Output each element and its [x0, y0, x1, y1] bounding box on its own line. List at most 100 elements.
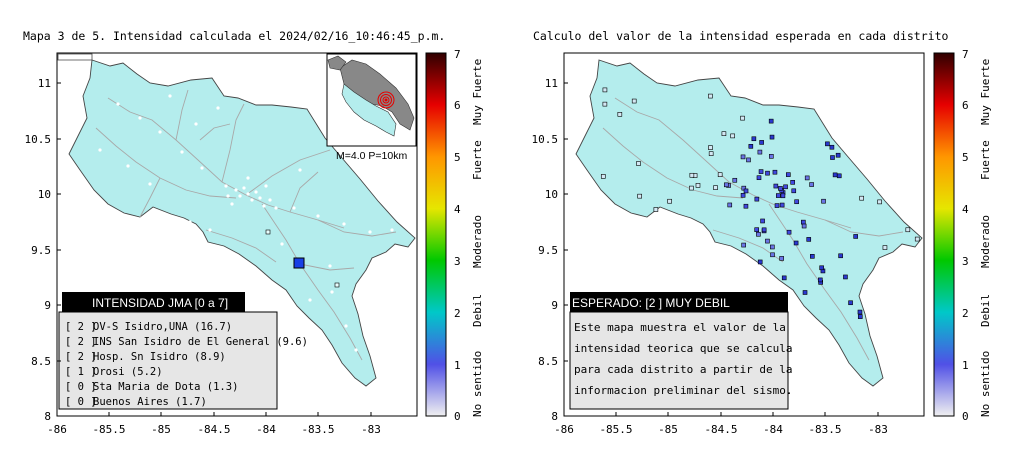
- right-colorbar: 7 6 5 4 3 2 1 0 Muy Fuerte Fuerte Modera…: [933, 48, 992, 423]
- y-tick-label: 10: [545, 188, 558, 201]
- legend-row-value: [ 1 ]: [65, 366, 97, 378]
- y-tick-label: 9: [44, 299, 51, 312]
- x-tick-label: -85: [658, 423, 678, 436]
- colorbar-label: Fuerte: [471, 140, 484, 180]
- y-tick-label: 11: [545, 77, 558, 90]
- epicenter-target-icon: [377, 91, 395, 109]
- legend-row-value: [ 0 ]: [65, 396, 97, 408]
- district-marker: [631, 98, 637, 104]
- x-tick-label: -83: [361, 423, 381, 436]
- district-marker: [740, 154, 746, 160]
- x-tick-label: -83.5: [301, 423, 334, 436]
- district-marker: [836, 173, 842, 179]
- district-marker: [770, 244, 775, 250]
- legend-header: ESPERADO: [2 ] MUY DEBIL: [572, 296, 730, 310]
- district-marker: [802, 290, 808, 295]
- district-marker: [602, 87, 608, 93]
- legend-description-line: para cada distrito a partir de la: [574, 363, 793, 376]
- colorbar-tick: 2: [962, 307, 969, 320]
- left-map-plot-area: M=4.0 P=10km INTENSIDAD JMA [0 a 7] [ 2 …: [56, 52, 418, 417]
- legend-row-value: [ 0 ]: [65, 381, 97, 393]
- district-marker: [843, 274, 848, 280]
- y-tick-label: 10.5: [25, 133, 52, 146]
- colorbar-label: Debil: [471, 294, 484, 327]
- x-tick-label: -85: [151, 423, 171, 436]
- district-marker: [801, 219, 806, 225]
- y-tick-label: 8: [551, 410, 558, 423]
- station-marker: [334, 282, 340, 288]
- epicenter-marker: [293, 257, 305, 269]
- station-marker: [265, 229, 271, 235]
- district-marker: [689, 172, 695, 178]
- legend-row-value: [ 2 ]: [65, 336, 97, 348]
- district-marker: [708, 145, 713, 150]
- district-marker: [779, 202, 785, 208]
- district-marker: [723, 182, 729, 188]
- colorbar-label: No sentido: [471, 351, 484, 417]
- intensity-legend: INTENSIDAD JMA [0 a 7] [ 2 ] OV-S Isidro…: [58, 292, 308, 410]
- x-tick-label: -86: [554, 423, 574, 436]
- district-marker: [790, 180, 795, 185]
- legend-row-station: Sta Maria de Dota (1.3): [93, 381, 238, 393]
- y-tick-label: 8.5: [538, 355, 558, 368]
- colorbar-tick: 5: [454, 151, 461, 164]
- colorbar-tick: 4: [962, 203, 969, 216]
- district-marker: [602, 101, 608, 107]
- right-map-title: Calculo del valor de la intensidad esper…: [533, 29, 948, 43]
- legend-row-station: Buenos Aires (1.7): [93, 396, 207, 408]
- district-marker: [821, 198, 826, 204]
- district-marker: [636, 161, 641, 166]
- district-marker: [765, 238, 770, 244]
- legend-description-line: intensidad teorica que se calcula: [574, 342, 793, 355]
- colorbar-label: Muy Fuerte: [471, 59, 484, 125]
- district-marker: [838, 253, 843, 259]
- legend-row-station: Orosi (5.2): [93, 366, 163, 378]
- district-marker: [730, 133, 735, 139]
- y-tick-label: 10: [38, 188, 51, 201]
- district-marker: [914, 236, 920, 242]
- district-marker: [793, 240, 799, 246]
- legend-description-line: Este mapa muestra el valor de la: [574, 321, 786, 334]
- district-marker: [905, 227, 911, 233]
- right-y-axis: 11 10.5 10 9.5 9 8.5 8: [532, 77, 568, 423]
- district-marker: [756, 175, 762, 181]
- district-marker: [743, 188, 749, 194]
- district-marker: [708, 151, 714, 156]
- colorbar-tick: 5: [962, 151, 969, 164]
- colorbar-tick: 6: [454, 99, 461, 112]
- district-marker: [717, 172, 723, 178]
- district-marker: [791, 188, 797, 194]
- district-marker: [756, 231, 761, 237]
- district-marker: [689, 185, 694, 191]
- road-network: [95, 89, 397, 361]
- x-tick-label: -84: [256, 423, 276, 436]
- district-markers: [600, 87, 920, 319]
- district-marker: [877, 199, 882, 205]
- colorbar-tick: 3: [962, 255, 969, 268]
- district-marker: [806, 237, 812, 242]
- colorbar-tick: 7: [962, 48, 969, 61]
- colorbar-tick: 1: [454, 359, 461, 372]
- district-marker: [778, 186, 783, 191]
- legend-row-station: Hosp. Sn Isidro (8.9): [93, 351, 226, 363]
- district-marker: [751, 136, 757, 142]
- left-x-axis: -86 -85.5 -85 -84.5 -84 -83.5 -83: [47, 412, 381, 436]
- colorbar-tick: 3: [454, 255, 461, 268]
- district-marker: [781, 275, 787, 281]
- district-marker: [637, 193, 642, 199]
- district-marker: [732, 177, 738, 183]
- colorbar-label: Muy Fuerte: [979, 59, 992, 125]
- district-marker: [667, 198, 672, 204]
- district-marker: [783, 184, 788, 190]
- district-marker: [819, 265, 824, 271]
- colorbar-tick: 0: [454, 410, 461, 423]
- x-tick-label: -85.5: [92, 423, 125, 436]
- district-marker: [774, 203, 780, 208]
- legend-row-value: [ 2 ]: [65, 351, 97, 363]
- district-marker: [848, 300, 853, 306]
- district-marker: [830, 155, 835, 160]
- district-marker: [773, 183, 779, 189]
- colorbar-tick: 2: [454, 307, 461, 320]
- district-marker: [743, 203, 749, 209]
- inset-caption: M=4.0 P=10km: [336, 150, 407, 162]
